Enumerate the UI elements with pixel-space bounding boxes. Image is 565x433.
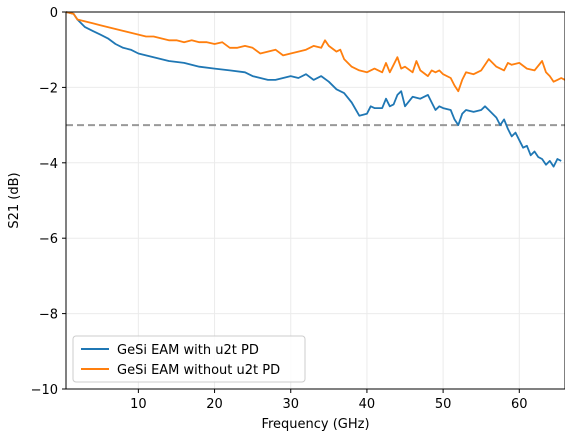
y-tick-label: −4 xyxy=(39,157,58,172)
series-line-2 xyxy=(65,11,565,93)
grid-lines xyxy=(66,11,565,390)
y-tick-label: −6 xyxy=(39,232,58,247)
x-tick-label: 30 xyxy=(282,397,299,412)
x-axis: 10 20 30 40 50 60 xyxy=(130,389,528,412)
y-tick-label: −10 xyxy=(31,383,58,398)
series-lines xyxy=(65,11,565,168)
y-tick-label: 0 xyxy=(50,6,58,21)
x-tick-label: 40 xyxy=(359,397,376,412)
series-line-1 xyxy=(65,11,562,168)
legend-box xyxy=(72,335,306,383)
legend: GeSi EAM with u2t PD GeSi EAM without u2t… xyxy=(72,335,306,383)
y-tick-label: −8 xyxy=(39,308,58,323)
legend-label: GeSi EAM with u2t PD xyxy=(117,343,259,358)
plot-frame xyxy=(65,11,565,390)
x-tick-label: 60 xyxy=(511,397,528,412)
x-tick-label: 50 xyxy=(435,397,452,412)
x-tick-label: 20 xyxy=(206,397,223,412)
legend-label: GeSi EAM without u2t PD xyxy=(117,363,280,378)
y-tick-label: −2 xyxy=(39,81,58,96)
x-axis-label: Frequency (GHz) xyxy=(261,417,369,432)
y-axis-label: S21 (dB) xyxy=(7,172,22,228)
y-axis: 0 −2 −4 −6 −8 −10 xyxy=(31,6,66,398)
x-tick-label: 10 xyxy=(130,397,147,412)
